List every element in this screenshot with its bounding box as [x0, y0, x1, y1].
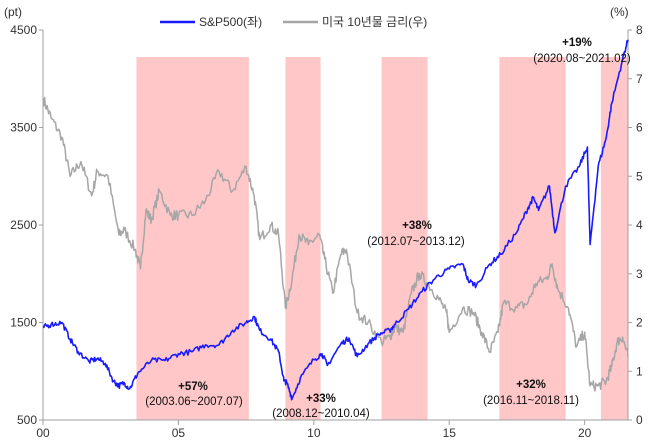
right-tick-label: 8	[636, 23, 643, 37]
annotation-period-3: (2012.07~2013.12)	[367, 236, 465, 248]
left-tick-label: 1500	[10, 316, 37, 330]
right-tick-label: 2	[636, 316, 643, 330]
legend: S&P500(좌) 미국 10년물 금리(우)	[160, 15, 427, 29]
legend-label-yield: 미국 10년물 금리(우)	[322, 15, 427, 29]
annotation-period-4: (2016.11~2018.11)	[483, 395, 579, 407]
right-tick-label: 6	[636, 121, 643, 135]
annotation-period-1: (2003.06~2007.07)	[145, 396, 243, 408]
left-tick-label: 4500	[10, 23, 37, 37]
left-tick-label: 500	[17, 413, 37, 427]
annotation-period-2: (2008.12~2010.04)	[272, 408, 370, 420]
annotation-change-5: +19%	[562, 37, 592, 49]
annotation-period-5: (2020.08~2021.02)	[533, 53, 631, 65]
x-tick-label: 05	[172, 426, 186, 440]
annotation-change-1: +57%	[178, 381, 208, 393]
legend-label-sp500: S&P500(좌)	[199, 15, 262, 29]
right-tick-label: 0	[636, 413, 643, 427]
left-tick-label: 3500	[10, 121, 37, 135]
right-tick-label: 5	[636, 169, 643, 183]
annotation-change-3: +38%	[402, 220, 432, 232]
shaded-period-3	[381, 57, 428, 420]
right-axis-label: (%)	[610, 5, 629, 19]
x-tick-label: 15	[443, 426, 457, 440]
line-sp500	[42, 39, 629, 401]
shaded-period-1	[136, 57, 249, 420]
annotations: +57% (2003.06~2007.07) +33% (2008.12~201…	[145, 37, 631, 420]
right-tick-label: 3	[636, 267, 643, 281]
left-axis-label: (pt)	[4, 5, 22, 19]
annotation-change-2: +33%	[306, 393, 336, 405]
shaded-period-5	[600, 57, 628, 420]
right-tick-label: 7	[636, 72, 643, 86]
left-tick-label: 2500	[10, 218, 37, 232]
right-tick-label: 1	[636, 364, 643, 378]
x-tick-label: 00	[36, 426, 50, 440]
x-tick-label: 20	[578, 426, 592, 440]
annotation-change-4: +32%	[516, 379, 546, 391]
shaded-period-4	[499, 57, 566, 420]
x-tick-label: 10	[307, 426, 321, 440]
line-us-10y-yield	[42, 96, 629, 392]
axis-ticks: 500 1500 2500 3500 4500 0 1 2 3 4 5 6 7 8 00 05 10 15 20	[10, 23, 643, 440]
series-lines	[42, 39, 629, 401]
right-tick-label: 4	[636, 218, 643, 232]
